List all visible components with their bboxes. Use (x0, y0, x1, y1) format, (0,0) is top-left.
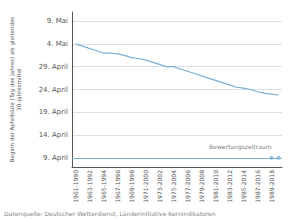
svg-text:1977-2006: 1977-2006 (184, 170, 191, 203)
svg-text:1979-2008: 1979-2008 (198, 170, 205, 203)
svg-text:14. April: 14. April (39, 131, 68, 139)
svg-text:1963-1992: 1963-1992 (86, 170, 93, 203)
svg-text:1985-2014: 1985-2014 (240, 170, 247, 203)
svg-text:30-Jahresmittel: 30-Jahresmittel (16, 68, 23, 111)
svg-text:1971-2000: 1971-2000 (142, 170, 149, 203)
svg-text:Bewertungszeitraum: Bewertungszeitraum (209, 143, 272, 151)
svg-text:1969-1998: 1969-1998 (128, 170, 135, 203)
svg-text:1965-1994: 1965-1994 (100, 170, 107, 203)
svg-text:1989-2018: 1989-2018 (268, 170, 275, 203)
svg-text:1975-2004: 1975-2004 (170, 170, 177, 203)
svg-text:9. Mai: 9. Mai (47, 17, 68, 25)
svg-text:1987-2016: 1987-2016 (254, 170, 261, 203)
svg-text:1981-2010: 1981-2010 (212, 170, 219, 203)
svg-text:1961-1990: 1961-1990 (72, 170, 79, 203)
svg-text:4. Mai: 4. Mai (47, 40, 68, 48)
svg-text:1983-2012: 1983-2012 (226, 170, 233, 203)
svg-text:1967-1996: 1967-1996 (114, 170, 121, 203)
svg-text:24. April: 24. April (39, 86, 68, 94)
svg-text:9. April: 9. April (43, 154, 68, 162)
svg-text:1973-2002: 1973-2002 (156, 170, 163, 203)
svg-text:Datenquelle: Deutscher Wetterd: Datenquelle: Deutscher Wetterdienst, Län… (4, 210, 216, 218)
svg-text:19. April: 19. April (39, 108, 68, 116)
svg-text:29. April: 29. April (39, 63, 68, 71)
svg-text:Beginn der Apfelblüte (Tag des: Beginn der Apfelblüte (Tag des Jahres) a… (9, 17, 16, 162)
